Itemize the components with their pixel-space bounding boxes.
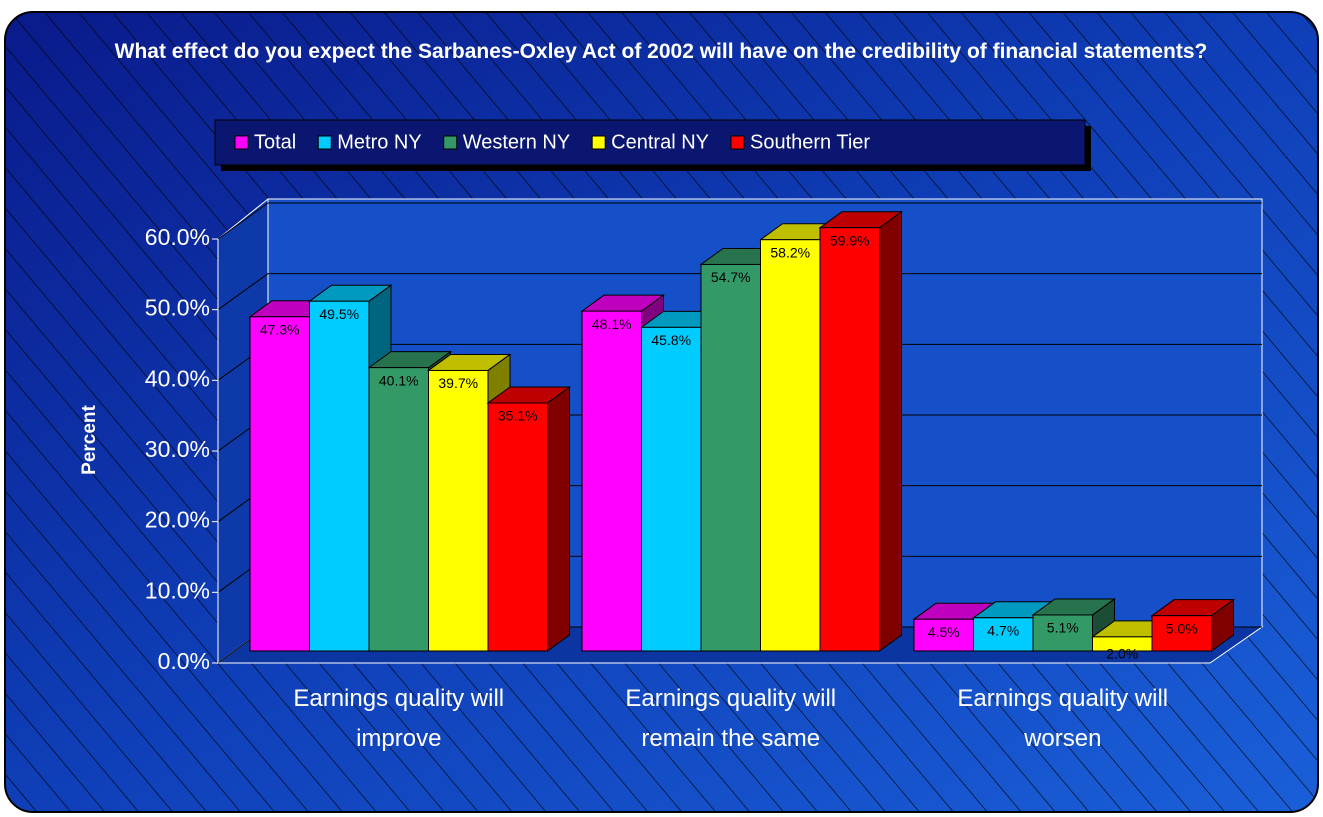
y-axis-label: Percent bbox=[79, 404, 100, 474]
legend-label: Central NY bbox=[611, 131, 709, 153]
legend-box bbox=[214, 119, 1086, 166]
bar-front bbox=[249, 316, 310, 652]
y-tick-label: 0.0% bbox=[158, 648, 210, 674]
grid-line bbox=[217, 202, 1262, 240]
bar-front bbox=[487, 402, 548, 652]
bar-front bbox=[1032, 614, 1093, 652]
value-label: 40.1% bbox=[379, 372, 419, 388]
value-label: 4.7% bbox=[987, 622, 1019, 638]
bar-front bbox=[428, 369, 489, 652]
grid-line bbox=[217, 273, 1262, 311]
bar-front bbox=[819, 227, 880, 652]
legend-swatch bbox=[317, 135, 332, 150]
legend-label: Southern Tier bbox=[750, 131, 870, 153]
value-label: 4.5% bbox=[928, 624, 960, 640]
bar bbox=[818, 210, 904, 652]
value-label: 35.1% bbox=[498, 408, 538, 424]
value-label: 5.0% bbox=[1166, 620, 1198, 636]
bar bbox=[486, 385, 572, 652]
legend: Total Metro NY Western NY Central NY Souther… bbox=[214, 119, 1091, 171]
chart-title: What effect do you expect the Sarbanes-O… bbox=[115, 40, 1208, 63]
value-label: 47.3% bbox=[260, 321, 300, 337]
value-label: 45.8% bbox=[651, 332, 691, 348]
legend-label: Western NY bbox=[463, 131, 570, 153]
legend-swatch bbox=[443, 135, 458, 150]
y-tick-label: 10.0% bbox=[145, 577, 210, 603]
bar-front bbox=[581, 310, 642, 652]
bar bbox=[1150, 598, 1236, 652]
y-tick-label: 30.0% bbox=[145, 436, 210, 462]
x-tick-label: Earnings quality will worsen bbox=[957, 685, 1168, 752]
legend-swatch bbox=[591, 135, 606, 150]
value-label: 54.7% bbox=[711, 269, 751, 285]
legend-swatch bbox=[234, 135, 249, 150]
bar-front bbox=[760, 239, 821, 652]
bar-front bbox=[368, 367, 429, 652]
legend-label: Metro NY bbox=[337, 131, 421, 153]
x-tick-label: Earnings quality will remain the same bbox=[625, 685, 836, 752]
bar-front bbox=[913, 618, 974, 652]
y-tick-label: 50.0% bbox=[145, 295, 210, 321]
value-label: 58.2% bbox=[770, 244, 810, 260]
bar-front bbox=[309, 300, 370, 652]
value-label: 2.0% bbox=[1106, 646, 1138, 662]
value-label: 48.1% bbox=[592, 316, 632, 332]
x-tick-label: Earnings quality will improve bbox=[293, 685, 504, 752]
value-label: 59.9% bbox=[830, 232, 870, 248]
bar-front bbox=[700, 263, 761, 652]
y-tick-label: 40.0% bbox=[145, 365, 210, 391]
y-tick-label: 20.0% bbox=[145, 507, 210, 533]
y-tick-label: 60.0% bbox=[145, 224, 210, 250]
bar-side bbox=[547, 385, 570, 652]
bar-front bbox=[1151, 615, 1212, 652]
legend-label: Total bbox=[254, 131, 296, 153]
bar-side bbox=[879, 210, 902, 652]
bar-front bbox=[641, 326, 702, 652]
legend-swatch bbox=[730, 135, 745, 150]
value-label: 5.1% bbox=[1047, 620, 1079, 636]
value-label: 39.7% bbox=[438, 375, 478, 391]
plot: 0.0% 10.0% 20.0% 30.0% 40.0% 50.0% 60.0% Earnin… bbox=[145, 197, 1264, 752]
value-label: 49.5% bbox=[319, 306, 359, 322]
